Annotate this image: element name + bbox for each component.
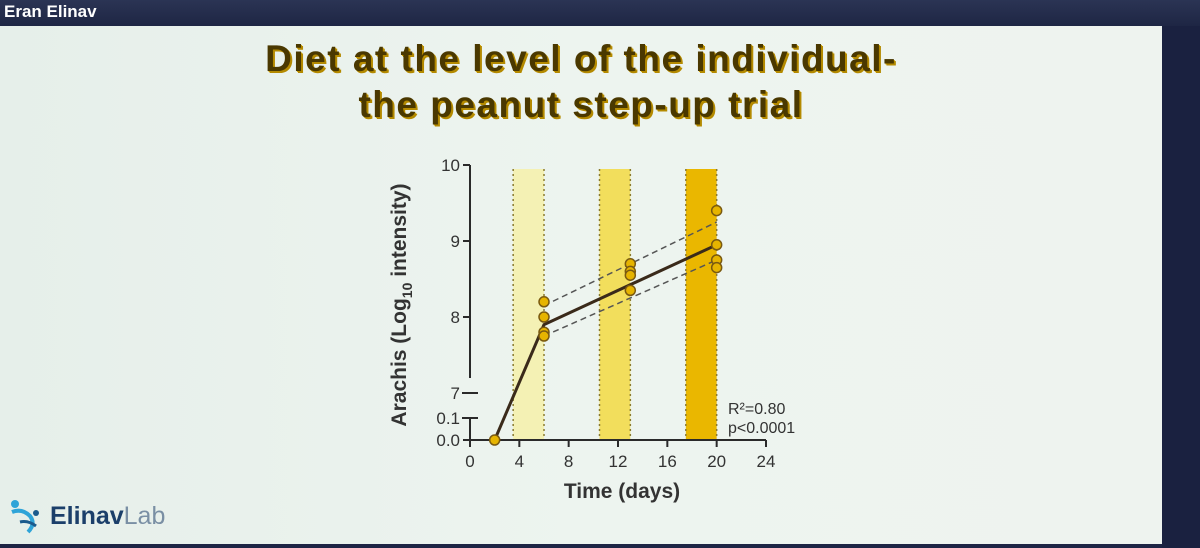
y-tick-label: 0.1: [436, 409, 460, 428]
logo-text-light: Lab: [123, 501, 166, 530]
data-point: [538, 311, 550, 323]
presenter-bar: Eran Elinav: [0, 0, 1200, 26]
data-point: [710, 204, 723, 217]
x-tick-label: 4: [515, 452, 524, 471]
x-tick-label: 20: [707, 452, 726, 471]
elinav-lab-logo: ElinavLab: [6, 496, 165, 536]
band-2: [599, 169, 631, 440]
stat-annotation: p<0.0001: [728, 420, 795, 437]
x-tick-label: 8: [564, 452, 573, 471]
data-point: [710, 239, 723, 251]
logo-icon: [11, 500, 39, 534]
band-1: [513, 169, 544, 440]
data-point: [538, 330, 550, 342]
stat-annotation: R²=0.80: [728, 401, 785, 418]
y-axis-label: Arachis (Log10 intensity): [388, 183, 415, 426]
x-tick-label: 0: [465, 452, 474, 471]
data-point: [538, 296, 550, 308]
right-edge-strip: [1162, 26, 1200, 548]
logo-text: ElinavLab: [50, 502, 165, 531]
y-tick-label: 8: [451, 308, 460, 327]
speaker-name: Eran Elinav: [4, 2, 97, 21]
y-tick-label: 10: [441, 156, 460, 175]
data-point: [488, 434, 501, 446]
x-tick-label: 16: [658, 452, 677, 471]
data-point: [624, 269, 637, 281]
y-tick-label: 7: [451, 384, 460, 403]
x-tick-label: 12: [609, 452, 628, 471]
band-3: [685, 169, 717, 440]
ci-lower-line: [543, 259, 717, 337]
data-point: [710, 261, 723, 274]
data-point: [624, 284, 637, 297]
y-tick-label: 0.0: [436, 431, 460, 450]
x-tick-label: 24: [757, 452, 776, 471]
slide: Diet at the level of the individual- the…: [0, 26, 1162, 544]
slide-title-line1: Diet at the level of the individual-: [265, 38, 897, 79]
slide-title-line2: the peanut step-up trial: [358, 84, 804, 125]
y-tick-label: 9: [451, 232, 460, 251]
mean-fit-line: [493, 243, 718, 441]
x-axis-label: Time (days): [564, 480, 680, 503]
logo-text-bold: Elinav: [50, 501, 124, 530]
